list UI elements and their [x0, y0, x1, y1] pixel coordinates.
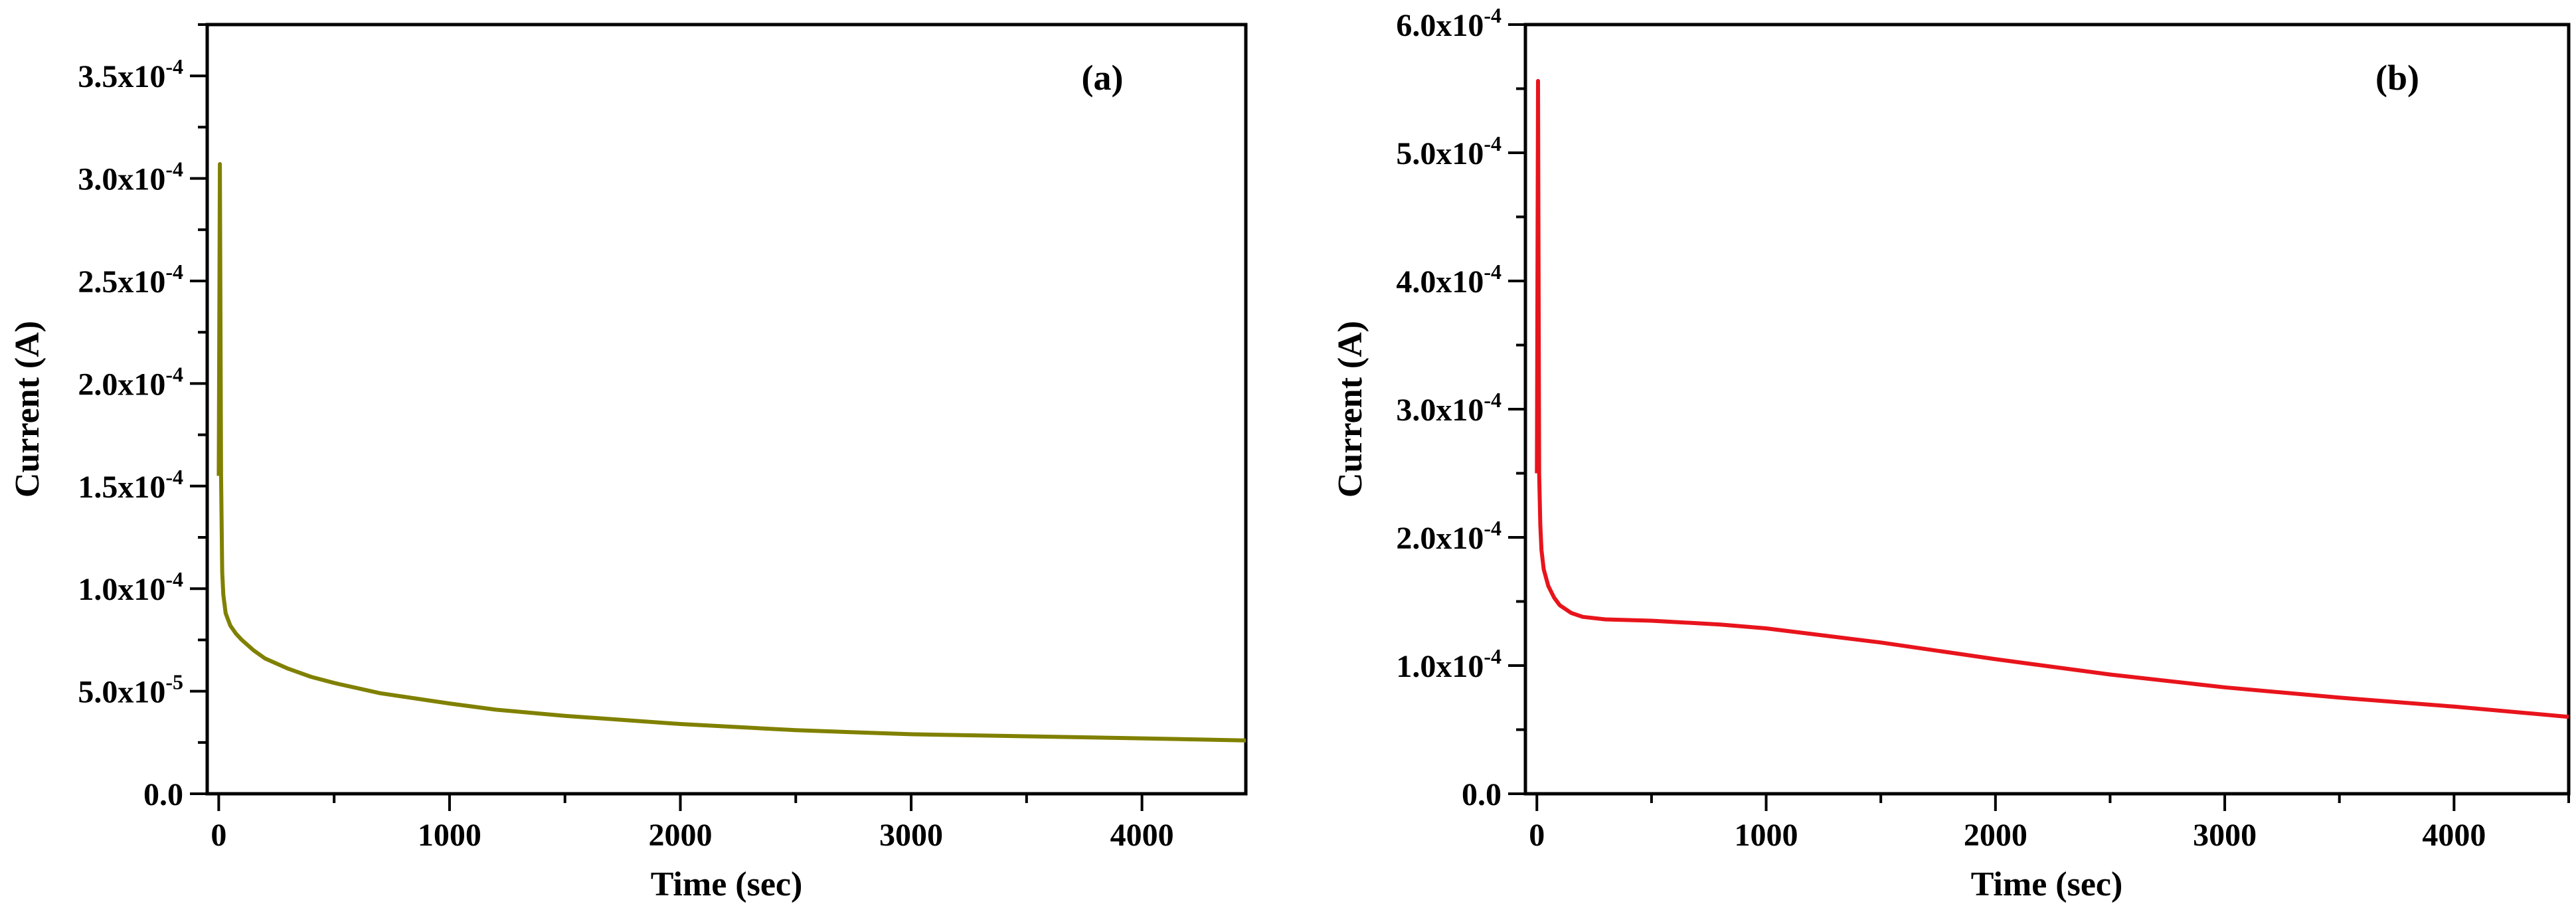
y-tick-label: 1.5x10-4	[78, 465, 183, 505]
y-tick-label: 5.0x10-4	[1396, 132, 1502, 171]
y-tick-label: 2.0x10-4	[78, 362, 183, 402]
x-tick-label: 3000	[2193, 818, 2257, 853]
panel-label: (b)	[2375, 58, 2419, 98]
x-axis: 0 1000 2000 3000 4000	[211, 794, 1174, 853]
y-tick-label: 1.0x10-4	[78, 567, 183, 607]
y-tick-label: 2.0x10-4	[1396, 516, 1502, 556]
chart-panel-a: 0 1000 2000 3000 4000 0.0 5.0x10-5 1.0x10-4 1.5…	[9, 23, 1248, 903]
y-tick-label: 3.0x10-4	[78, 157, 183, 197]
x-tick-label: 3000	[879, 818, 943, 853]
y-tick-label: 0.0	[143, 777, 183, 812]
x-tick-label: 1000	[418, 818, 481, 853]
y-tick-label: 6.0x10-4	[1396, 3, 1502, 43]
y-axis-title: Current (A)	[9, 321, 46, 498]
panel-label: (a)	[1082, 58, 1124, 98]
x-tick-label: 1000	[1735, 818, 1798, 853]
x-axis-title: Time (sec)	[651, 865, 803, 903]
data-series-line	[216, 162, 1246, 743]
y-axis: 0.0 5.0x10-5 1.0x10-4 1.5x10-4 2.0x10-4 2.5x1…	[78, 23, 207, 812]
x-tick-label: 4000	[2422, 818, 2486, 853]
x-axis: 0 1000 2000 3000 4000	[1529, 794, 2570, 853]
x-tick-label: 0	[211, 818, 226, 853]
x-tick-label: 0	[1529, 818, 1545, 853]
y-tick-label: 3.0x10-4	[1396, 388, 1502, 428]
plot-frame	[1523, 23, 2571, 796]
x-tick-label: 2000	[1964, 818, 2027, 853]
x-axis-title: Time (sec)	[1971, 865, 2123, 903]
x-tick-label: 4000	[1110, 818, 1174, 853]
y-axis: 0.0 1.0x10-4 2.0x10-4 3.0x10-4 4.0x10-4 5.0x1…	[1396, 3, 1525, 812]
plot-frame	[205, 23, 1248, 796]
y-tick-label: 3.5x10-4	[78, 54, 183, 94]
y-tick-label: 5.0x10-5	[78, 670, 183, 710]
y-tick-label: 2.5x10-4	[78, 260, 183, 300]
data-series-line	[1535, 78, 2569, 719]
y-tick-label: 0.0	[1462, 777, 1502, 812]
y-tick-label: 4.0x10-4	[1396, 260, 1502, 300]
chart-panel-b: 0 1000 2000 3000 4000 0.0 1.0x10-4 2.0x10-4 3.0…	[1331, 3, 2571, 903]
x-tick-label: 2000	[648, 818, 712, 853]
y-tick-label: 1.0x10-4	[1396, 644, 1502, 684]
y-axis-title: Current (A)	[1331, 321, 1369, 498]
